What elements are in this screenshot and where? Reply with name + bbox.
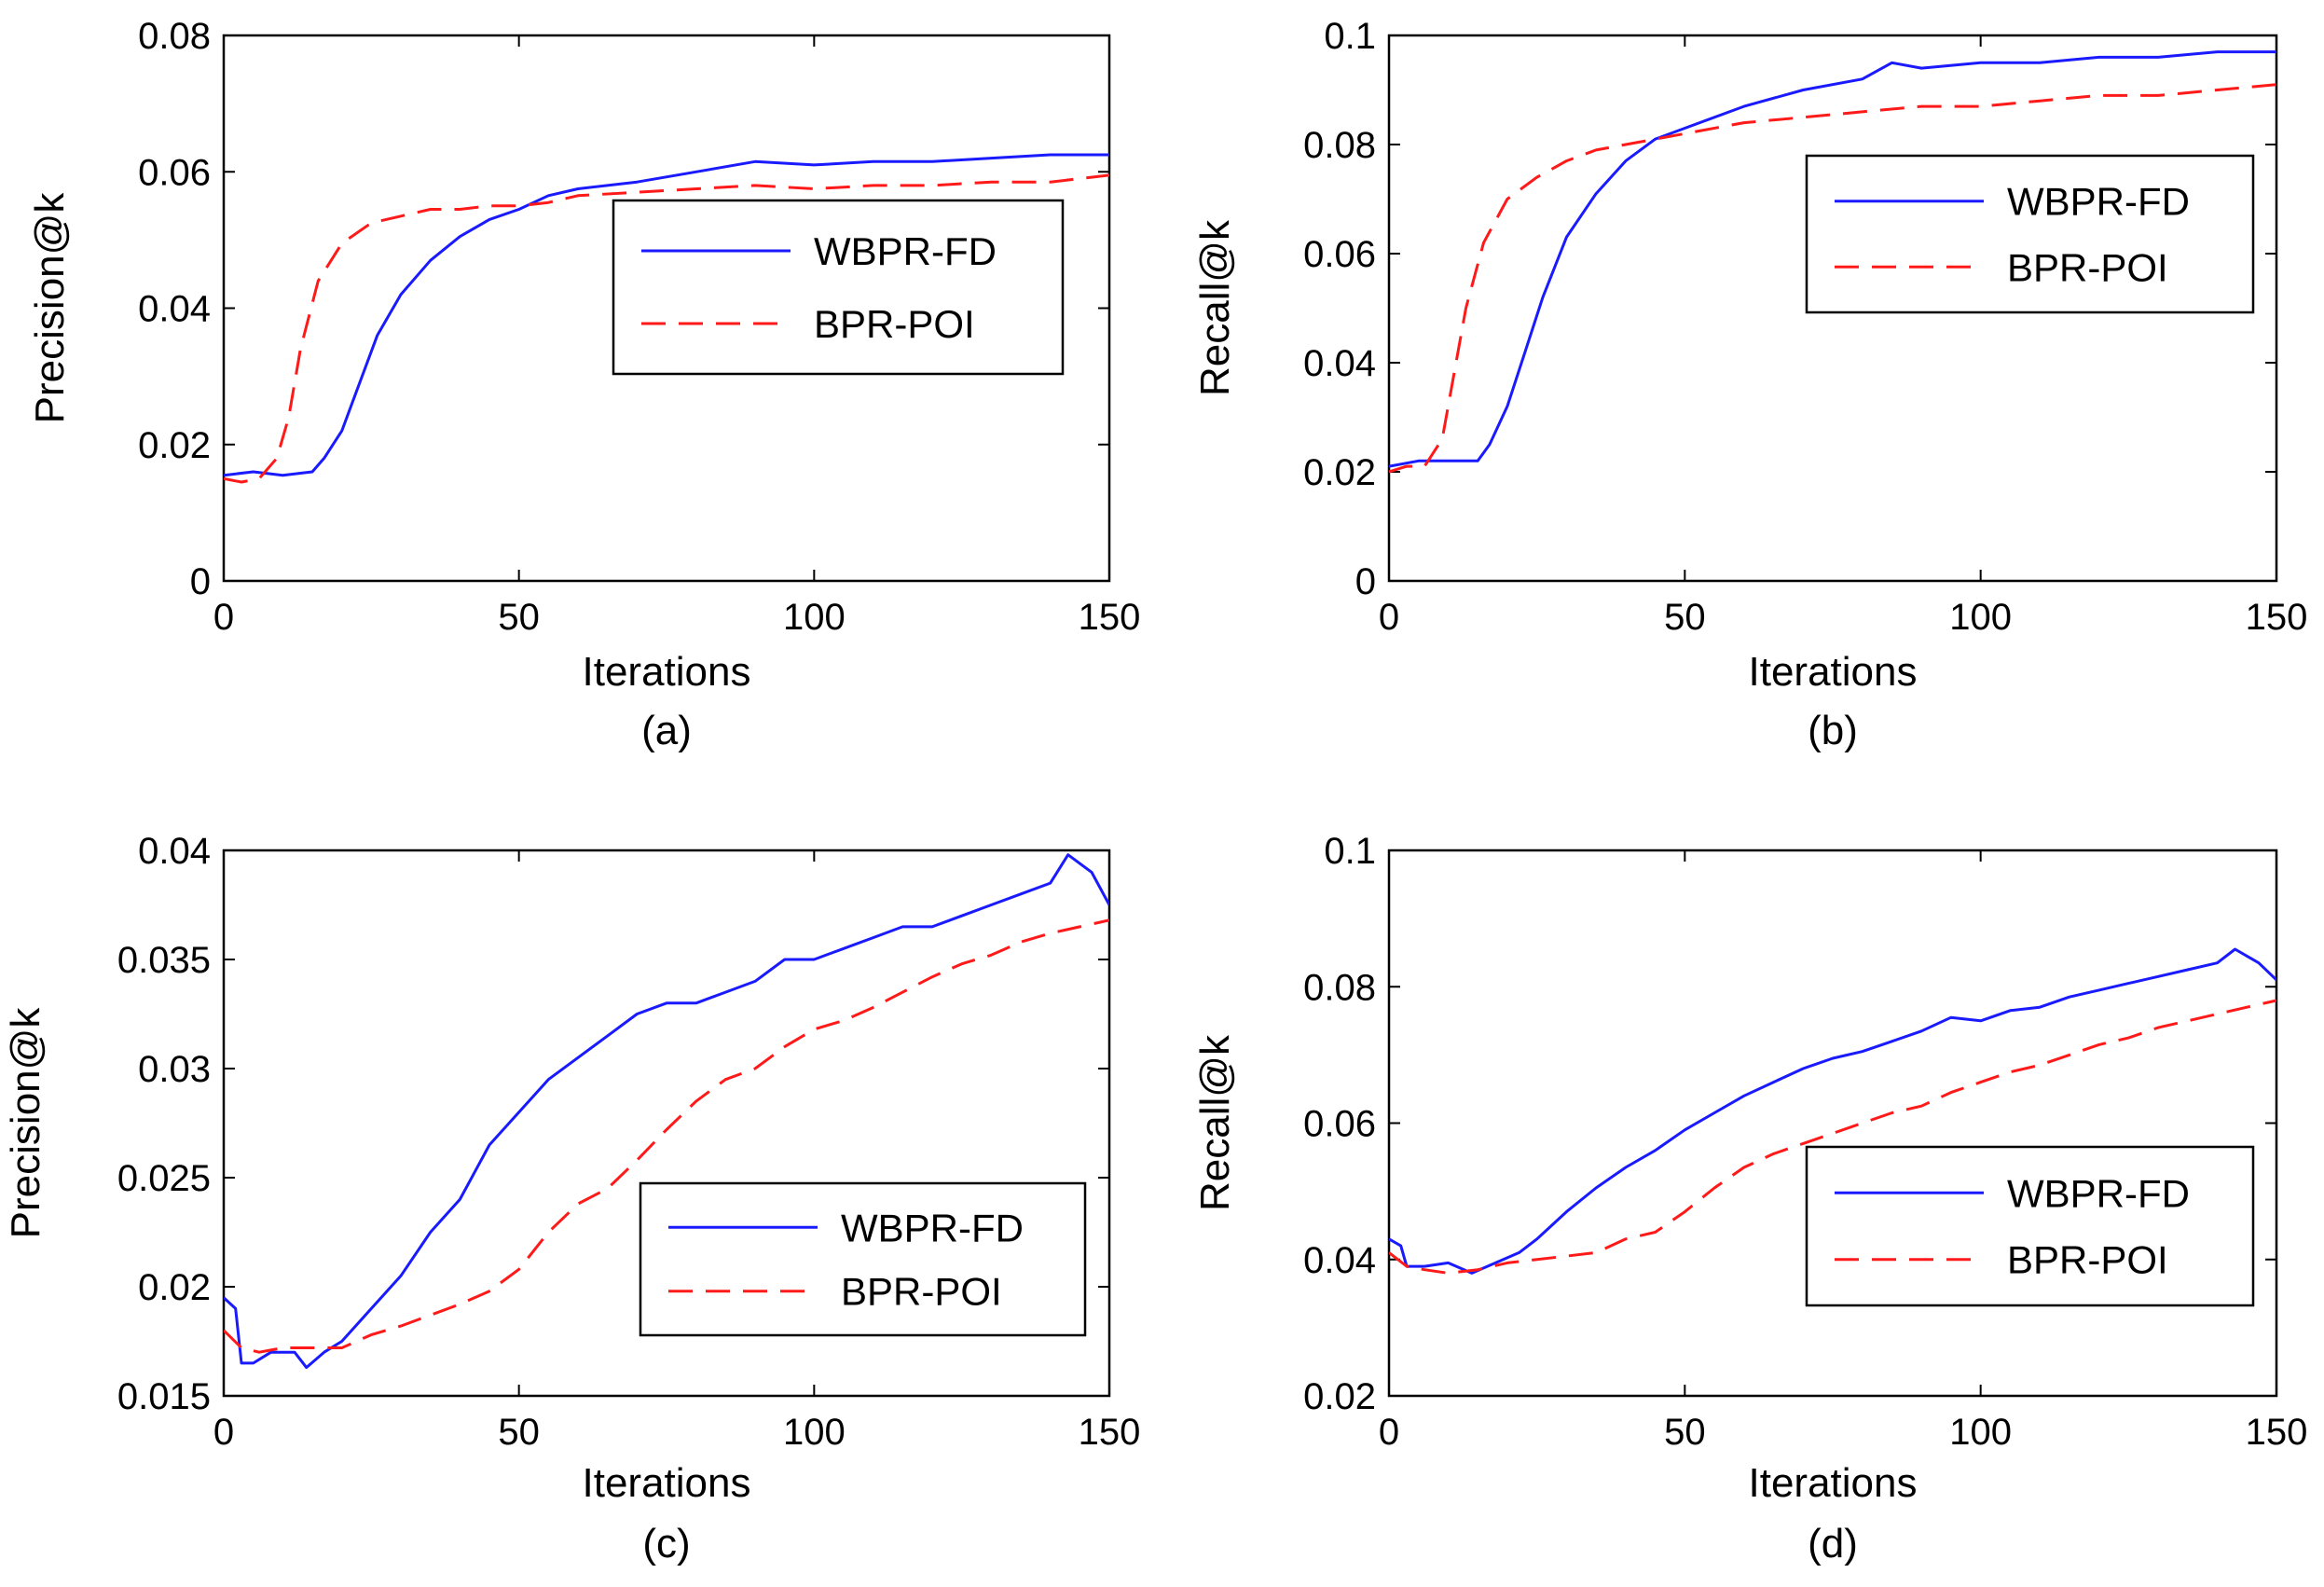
- legend-label-bpr-poi: BPR-POI: [814, 302, 975, 346]
- legend-label-bpr-poi: BPR-POI: [2007, 1238, 2168, 1282]
- x-tick-label: 0: [1379, 1412, 1399, 1453]
- x-axis-label: Iterations: [1749, 1460, 1918, 1506]
- x-tick-label: 100: [783, 1412, 846, 1453]
- series-line-bpr-poi: [1389, 999, 2276, 1275]
- y-tick-label: 0.04: [138, 831, 211, 872]
- y-tick-label: 0.1: [1324, 16, 1376, 57]
- x-tick-label: 150: [2246, 597, 2308, 638]
- x-tick-label: 100: [783, 597, 846, 638]
- y-tick-label: 0.06: [138, 152, 211, 193]
- y-tick-label: 0.04: [138, 289, 211, 330]
- x-tick-label: 0: [213, 597, 234, 638]
- x-axis-label: Iterations: [583, 649, 751, 695]
- y-tick-label: 0.08: [1303, 967, 1376, 1008]
- series-line-wbpr-fd: [1389, 947, 2276, 1275]
- legend-label-bpr-poi: BPR-POI: [841, 1270, 1002, 1314]
- y-tick-label: 0.1: [1324, 831, 1376, 872]
- y-tick-label: 0: [190, 561, 211, 602]
- y-axis-label: Precision@k: [27, 192, 73, 424]
- x-tick-label: 0: [1379, 597, 1399, 638]
- legend-label-wbpr-fd: WBPR-FD: [2007, 180, 2190, 224]
- subplot-a: 0 50 100 150 0 0.02 0.04 0.06 0.08 WBPR-FD BPR-POI…: [27, 16, 1140, 753]
- x-tick-label: 50: [498, 597, 540, 638]
- y-tick-label: 0.035: [117, 940, 211, 981]
- legend-label-wbpr-fd: WBPR-FD: [841, 1206, 1024, 1249]
- x-axis-label: Iterations: [1749, 649, 1918, 695]
- subplot-caption: (b): [1808, 708, 1858, 753]
- x-tick-label: 100: [1949, 1412, 2012, 1453]
- legend: WBPR-FD BPR-POI: [1805, 154, 2255, 314]
- y-axis-label: Recall@k: [1192, 219, 1238, 396]
- legend-box: [612, 199, 1065, 376]
- y-tick-label: 0.02: [138, 1267, 211, 1308]
- series-line-bpr-poi: [1389, 83, 2276, 474]
- x-tick-label: 0: [213, 1412, 234, 1453]
- x-tick-label: 150: [1079, 597, 1141, 638]
- legend-box: [1805, 1145, 2255, 1307]
- x-tick-label: 150: [2246, 1412, 2308, 1453]
- legend-box: [639, 1181, 1087, 1337]
- legend-label-wbpr-fd: WBPR-FD: [2007, 1171, 2190, 1215]
- x-tick-label: 50: [1664, 597, 1706, 638]
- legend-label-bpr-poi: BPR-POI: [2007, 245, 2168, 289]
- x-tick-label: 100: [1949, 597, 2012, 638]
- y-tick-label: 0.06: [1303, 234, 1376, 275]
- subplot-caption: (c): [642, 1521, 690, 1566]
- y-tick-label: 0.08: [1303, 125, 1376, 166]
- y-tick-label: 0.02: [1303, 452, 1376, 493]
- series-line-wbpr-fd: [224, 853, 1109, 1370]
- series-line-bpr-poi: [224, 918, 1109, 1354]
- y-tick-label: 0.02: [1303, 1376, 1376, 1417]
- subplot-b: 0 50 100 150 0 0.02 0.04 0.06 0.08 0.1 WBPR-FD BPR-…: [1192, 16, 2307, 753]
- y-tick-label: 0: [1355, 561, 1376, 602]
- y-tick-label: 0.02: [138, 425, 211, 466]
- legend-box: [1805, 154, 2255, 314]
- y-tick-label: 0.08: [138, 16, 211, 57]
- subplot-c: 0 50 100 150 0.015 0.02 0.025 0.03 0.035 0.04 WBPR…: [3, 831, 1140, 1566]
- legend: WBPR-FD BPR-POI: [1805, 1145, 2255, 1307]
- y-axis-label: Recall@k: [1192, 1034, 1238, 1211]
- y-tick-label: 0.06: [1303, 1104, 1376, 1145]
- y-tick-label: 0.025: [117, 1158, 211, 1199]
- series-line-wbpr-fd: [224, 153, 1109, 477]
- legend: WBPR-FD BPR-POI: [639, 1181, 1087, 1337]
- legend: WBPR-FD BPR-POI: [612, 199, 1065, 376]
- x-tick-label: 150: [1079, 1412, 1141, 1453]
- y-tick-label: 0.04: [1303, 343, 1376, 384]
- x-axis-label: Iterations: [583, 1460, 751, 1506]
- x-tick-label: 50: [498, 1412, 540, 1453]
- y-tick-label: 0.04: [1303, 1240, 1376, 1281]
- legend-label-wbpr-fd: WBPR-FD: [814, 229, 997, 273]
- y-tick-label: 0.03: [138, 1049, 211, 1090]
- y-axis-label: Precision@k: [3, 1007, 48, 1239]
- subplot-caption: (a): [641, 708, 692, 753]
- series-line-bpr-poi: [224, 173, 1109, 484]
- subplot-caption: (d): [1808, 1521, 1858, 1566]
- y-tick-label: 0.015: [117, 1376, 211, 1417]
- subplot-d: 0 50 100 150 0.02 0.04 0.06 0.08 0.1 WBPR-FD BPR-P…: [1192, 831, 2307, 1566]
- plot-area: [1387, 849, 2278, 1398]
- x-tick-label: 50: [1664, 1412, 1706, 1453]
- series-line-wbpr-fd: [1389, 50, 2276, 468]
